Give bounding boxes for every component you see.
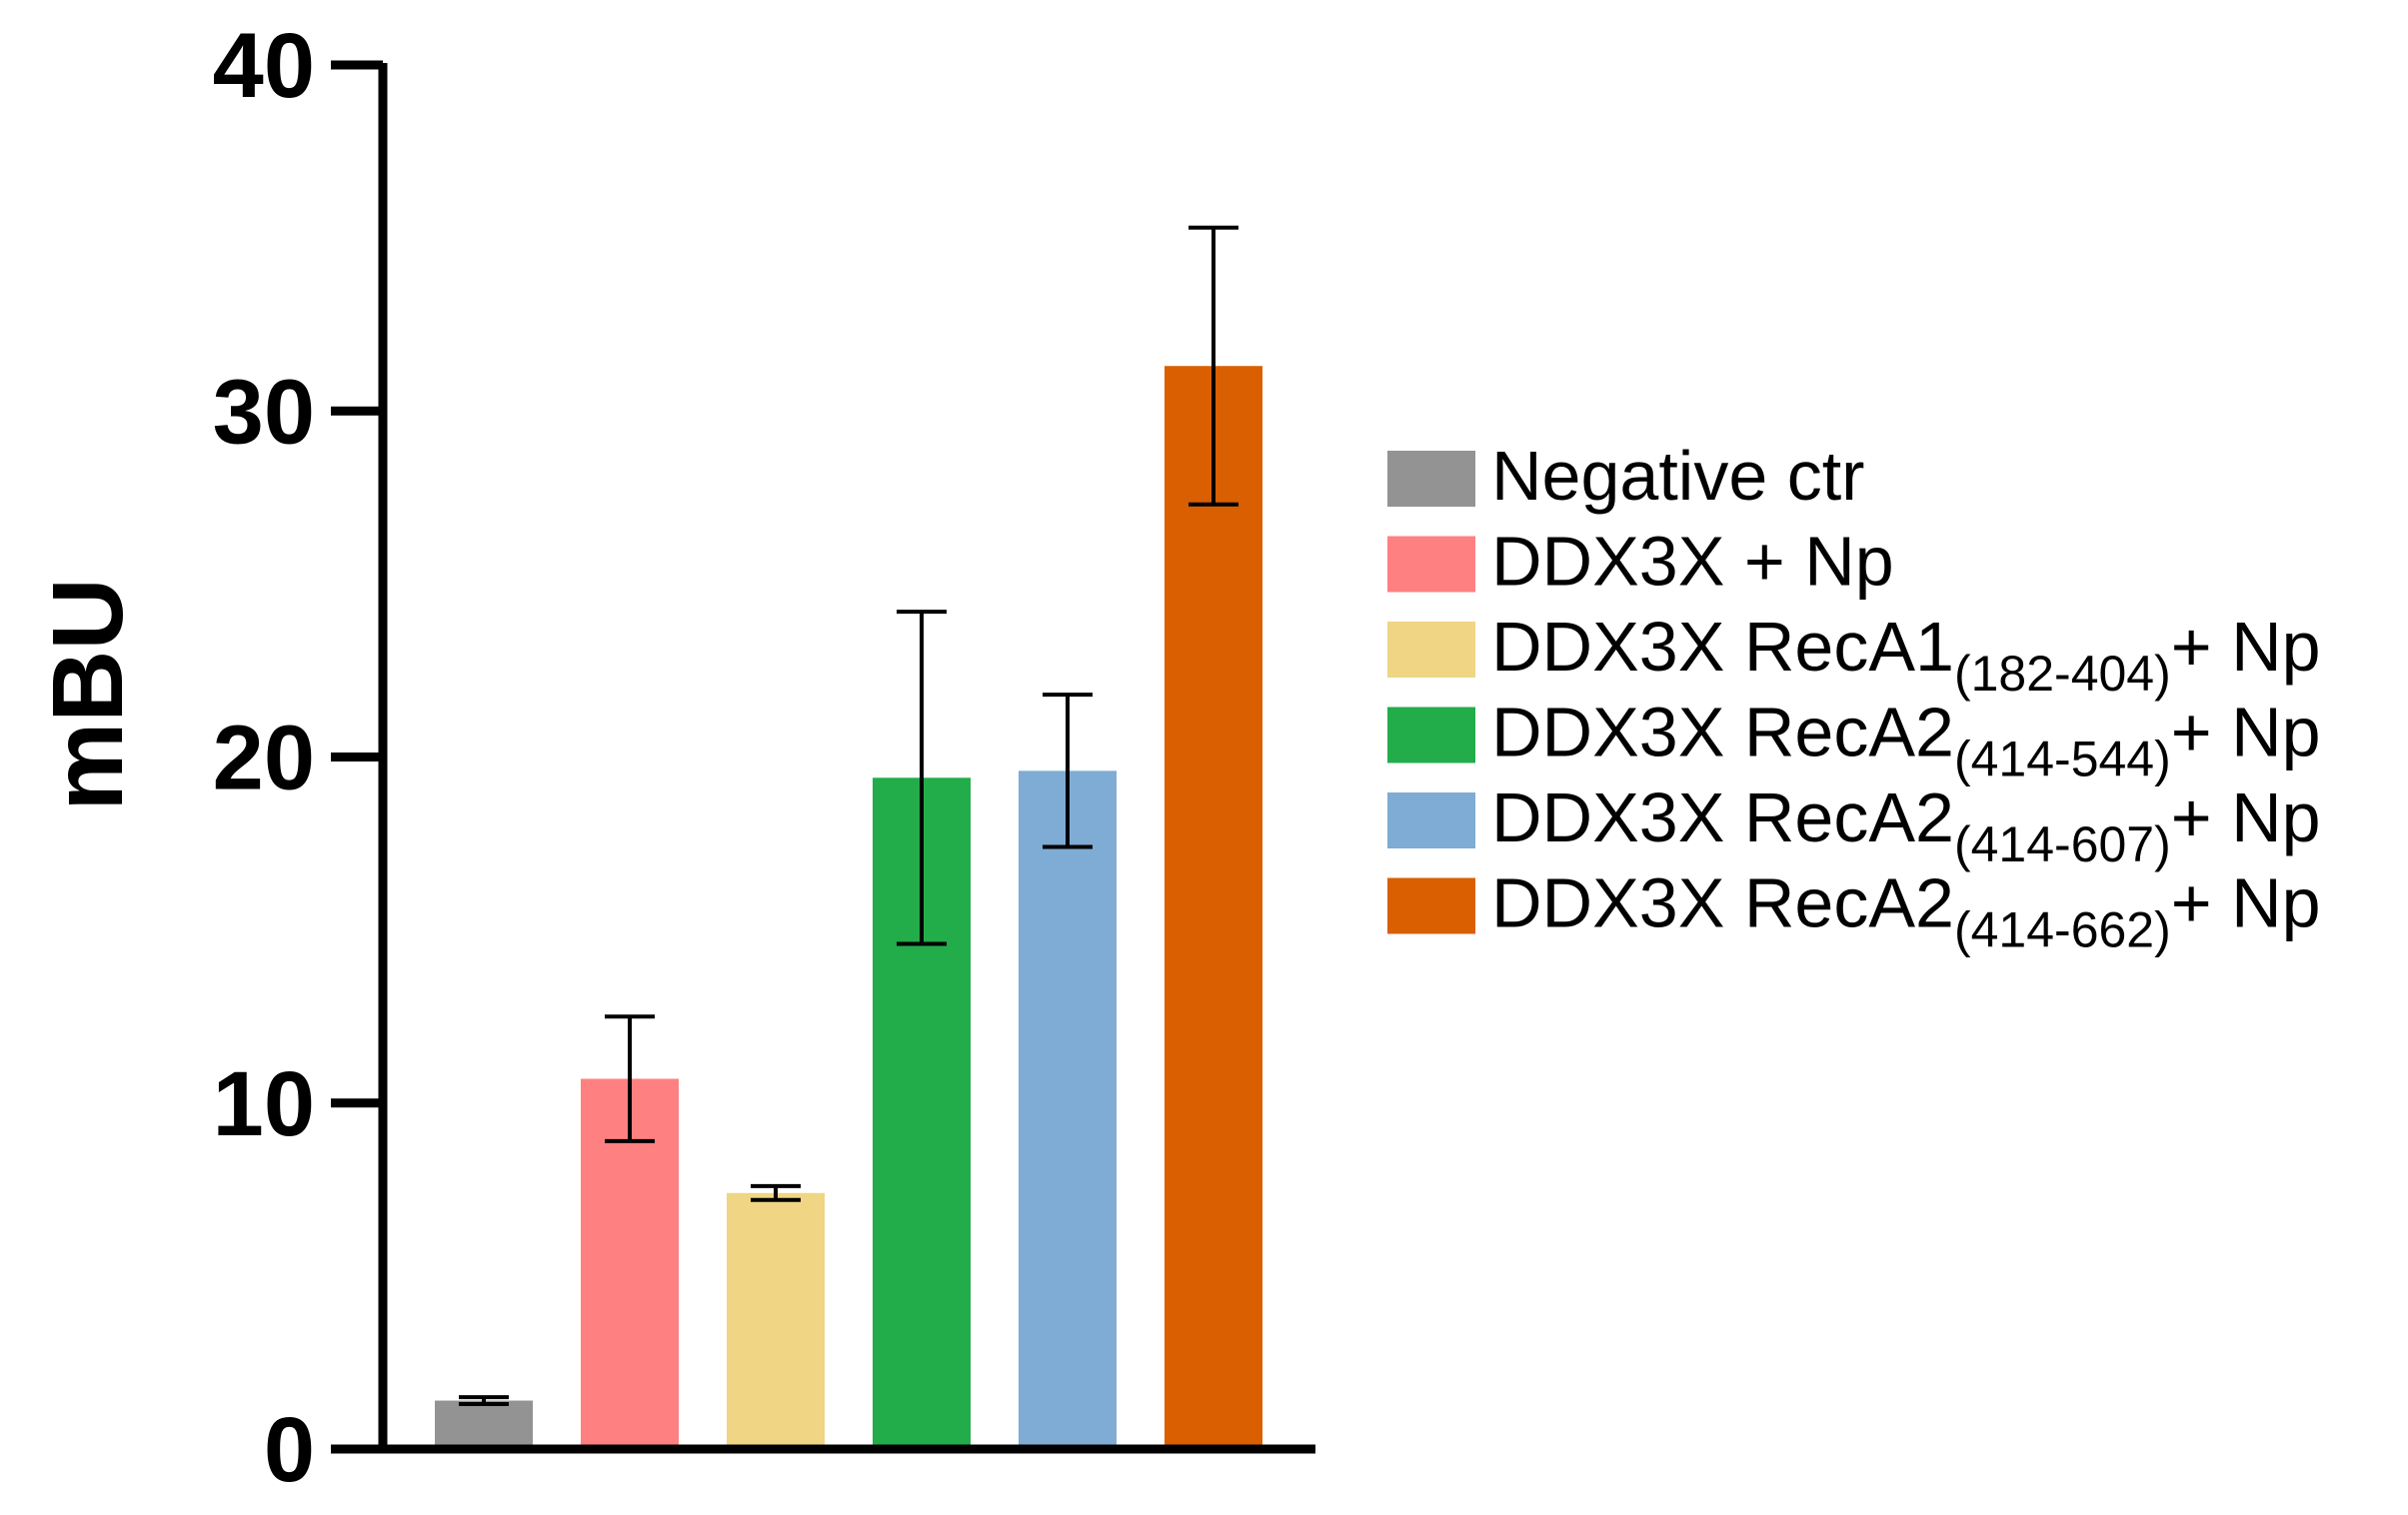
legend-swatch [1387, 792, 1475, 848]
legend-item-4: DDX3X RecA2(414-544)+ Np [1387, 694, 2321, 787]
y-tick-label: 40 [213, 15, 315, 117]
legend-label: DDX3X RecA2(414-544)+ Np [1491, 694, 2321, 787]
y-axis-title: mBU [32, 578, 144, 810]
bar-3 [727, 1192, 825, 1449]
y-tick-label: 30 [213, 361, 315, 463]
error-bar-6 [1189, 225, 1238, 507]
legend-item-6: DDX3X RecA2(414-662)+ Np [1387, 864, 2321, 958]
bars [435, 366, 1262, 1449]
y-axis: 0 10 20 30 40 [213, 15, 1315, 1501]
legend-item-2: DDX3X + Np [1387, 523, 1894, 601]
y-tick-label: 0 [264, 1399, 315, 1501]
legend-swatch [1387, 622, 1475, 678]
error-bar-2 [605, 1014, 655, 1143]
bar-6 [1165, 366, 1262, 1449]
legend-label: DDX3X RecA2(414-607)+ Np [1491, 778, 2321, 872]
error-bar-4 [897, 610, 947, 946]
legend-swatch [1387, 877, 1475, 934]
bar-1 [435, 1400, 533, 1449]
y-tick-label: 10 [213, 1053, 315, 1155]
error-bar-1 [459, 1395, 509, 1406]
legend-item-5: DDX3X RecA2(414-607)+ Np [1387, 778, 2321, 872]
legend-label: DDX3X + Np [1491, 523, 1894, 601]
error-bars [459, 225, 1238, 1406]
legend-swatch [1387, 451, 1475, 507]
legend-label: Negative ctr [1491, 437, 1864, 515]
legend-item-1: Negative ctr [1387, 437, 1864, 515]
error-bar-5 [1043, 693, 1093, 849]
y-tick-label: 20 [213, 708, 315, 809]
legend-label: DDX3X RecA2(414-662)+ Np [1491, 864, 2321, 958]
error-bar-3 [751, 1183, 801, 1202]
legend-item-3: DDX3X RecA1(182-404)+ Np [1387, 608, 2321, 702]
legend-swatch [1387, 707, 1475, 763]
legend-swatch [1387, 536, 1475, 593]
legend-label: DDX3X RecA1(182-404)+ Np [1491, 608, 2321, 702]
bar-5 [1019, 770, 1117, 1449]
